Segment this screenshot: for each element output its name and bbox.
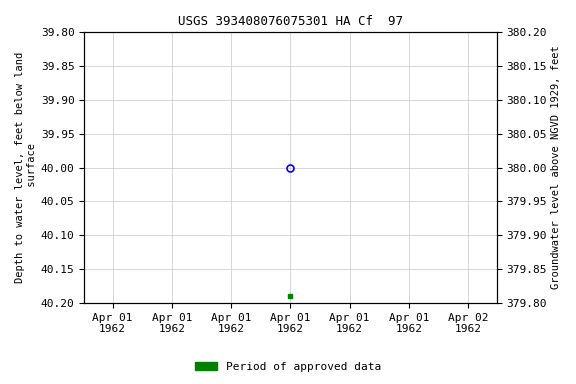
Y-axis label: Depth to water level, feet below land
 surface: Depth to water level, feet below land su… bbox=[15, 52, 37, 283]
Title: USGS 393408076075301 HA Cf  97: USGS 393408076075301 HA Cf 97 bbox=[178, 15, 403, 28]
Legend: Period of approved data: Period of approved data bbox=[191, 358, 385, 377]
Y-axis label: Groundwater level above NGVD 1929, feet: Groundwater level above NGVD 1929, feet bbox=[551, 46, 561, 290]
